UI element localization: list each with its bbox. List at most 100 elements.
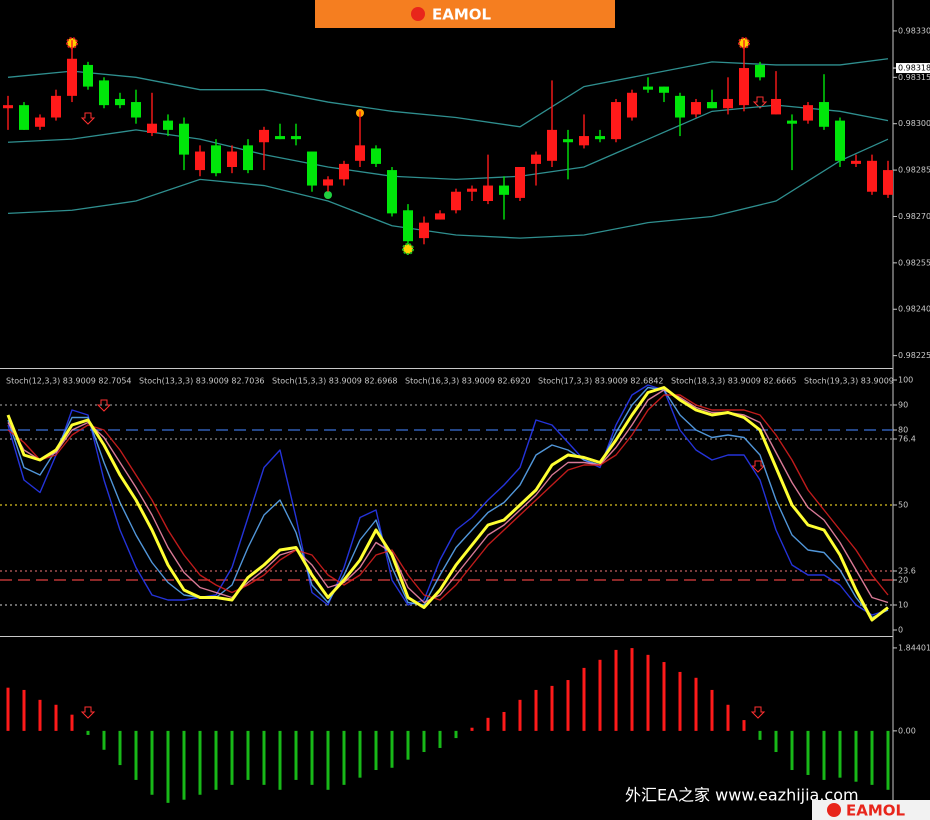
logo-icon <box>411 7 425 21</box>
candle-body <box>531 154 541 164</box>
histogram-bar <box>70 714 74 731</box>
candle-body <box>19 105 29 130</box>
histogram-bar <box>486 717 490 731</box>
candle-body <box>83 64 93 87</box>
histogram-bar <box>262 730 266 785</box>
histogram-bar <box>374 730 378 771</box>
histogram-bar <box>54 704 58 731</box>
indicator-label: Stoch(16,3,3) 83.9009 82.6920 <box>405 377 531 386</box>
histogram-bar <box>198 730 202 795</box>
candle-body <box>3 105 13 109</box>
histogram-bar <box>710 689 714 731</box>
y-tick-label: 76.4 <box>898 435 916 444</box>
histogram-bar <box>150 730 154 795</box>
candle-body <box>739 68 749 106</box>
candle-body <box>51 95 61 118</box>
y-tick-label: 1.84401 <box>898 643 930 652</box>
candle-body <box>323 179 333 186</box>
histogram-bar <box>550 685 554 731</box>
down-arrow <box>750 460 766 473</box>
histogram-bar <box>166 730 170 803</box>
histogram-bar <box>38 699 42 731</box>
histogram-bar <box>230 730 234 785</box>
histogram-bar <box>758 730 762 740</box>
histogram-bar <box>790 730 794 771</box>
stoch-line <box>7 389 889 604</box>
candle-body <box>291 136 301 140</box>
bollinger-band <box>7 138 889 239</box>
histogram-bar <box>390 730 394 768</box>
down-arrow <box>80 706 96 719</box>
candle-body <box>195 151 205 171</box>
indicator-label: Stoch(12,3,3) 83.9009 82.7054 <box>6 377 132 386</box>
down-arrow <box>80 112 96 125</box>
candle-body <box>67 58 77 96</box>
histogram-bar <box>326 730 330 790</box>
candle-body <box>803 105 813 121</box>
candle-body <box>627 92 637 118</box>
histogram-bar <box>182 730 186 800</box>
histogram-bar <box>86 730 90 735</box>
stoch-line <box>7 394 889 601</box>
candle-body <box>339 163 349 180</box>
indicator-label: Stoch(15,3,3) 83.9009 82.6968 <box>272 377 398 386</box>
y-tick-label: 0 <box>898 626 903 635</box>
histogram-bar <box>470 727 474 731</box>
logo-bar <box>315 0 615 28</box>
logo-text: EAMOL <box>432 6 492 24</box>
candle-body <box>403 210 413 242</box>
y-tick-label: 0.98315 <box>898 73 930 82</box>
histogram-bar <box>774 730 778 753</box>
histogram-bar <box>742 720 746 731</box>
candle-body <box>387 170 397 214</box>
histogram-bar <box>134 730 138 780</box>
histogram-bar <box>278 730 282 790</box>
bollinger-band <box>7 104 889 181</box>
y-tick-label: 50 <box>898 501 908 510</box>
histogram-bar <box>582 667 586 731</box>
candle-body <box>355 145 365 161</box>
indicator-label: Stoch(13,3,3) 83.9009 82.7036 <box>139 377 265 386</box>
histogram-bar <box>854 730 858 782</box>
candle-body <box>659 86 669 93</box>
candle-body <box>851 160 861 164</box>
candle-body <box>99 80 109 106</box>
stoch-line <box>7 384 889 616</box>
logo-text: EAMOL <box>846 802 906 820</box>
histogram-bar <box>726 704 730 731</box>
candle-body <box>131 102 141 118</box>
histogram-bar <box>630 648 634 731</box>
candle-body <box>371 148 381 164</box>
histogram-bar <box>566 680 570 731</box>
histogram-bar <box>342 730 346 785</box>
y-tick-label: 100 <box>898 376 913 385</box>
candle-body <box>819 102 829 127</box>
candle-body <box>547 129 557 161</box>
histogram-bar <box>310 730 314 785</box>
histogram-bar <box>646 654 650 731</box>
y-tick-label: 23.6 <box>898 567 916 576</box>
histogram-bar <box>886 730 890 790</box>
candle-body <box>467 188 477 192</box>
candle-body <box>675 95 685 118</box>
watermark: 外汇EA之家 www.eazhijia.com <box>625 786 859 805</box>
candle-body <box>307 151 317 186</box>
candle-body <box>179 123 189 155</box>
y-tick-label: 0.98300 <box>898 119 930 128</box>
histogram-bar <box>598 659 602 731</box>
candle-body <box>227 151 237 167</box>
histogram-bar <box>118 730 122 766</box>
y-tick-label: 0.98255 <box>898 258 930 267</box>
histogram-bar <box>534 689 538 731</box>
candle-body <box>275 136 285 140</box>
candle-body <box>883 170 893 195</box>
candle-body <box>515 166 525 198</box>
histogram-bar <box>422 730 426 753</box>
candle-body <box>211 145 221 174</box>
y-tick-label: 0.98270 <box>898 212 930 221</box>
histogram-bar <box>438 730 442 748</box>
histogram-bar <box>806 730 810 775</box>
candle-body <box>707 102 717 109</box>
candle-body <box>451 191 461 211</box>
